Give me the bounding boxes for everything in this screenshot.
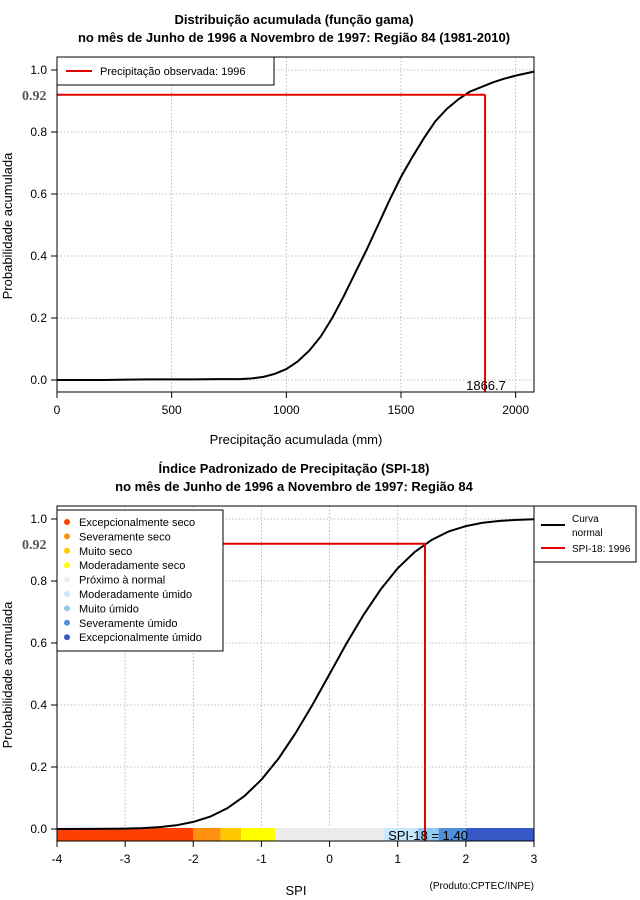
- chart2-category-legend-marker: [64, 547, 70, 554]
- chart2-category-legend-marker: [64, 619, 70, 626]
- chart2-x-tick-label: -2: [188, 852, 199, 866]
- chart1-observed-value-label: 1866.7: [466, 378, 506, 393]
- chart2-category-legend-label: Moderadamente seco: [79, 560, 185, 572]
- chart2-normal-curve-line: [56, 518, 535, 830]
- chart2-color-bar-segment: [465, 828, 534, 841]
- chart2-category-legend-marker: [64, 576, 70, 583]
- chart2-category-legend-marker: [64, 519, 70, 525]
- chart1-x-tick-label: 500: [162, 403, 182, 417]
- chart1-y-tick-label: 1.0: [30, 63, 47, 77]
- chart2-color-bar-segment: [220, 828, 241, 841]
- chart1-x-tick-label: 0: [54, 403, 61, 417]
- chart1-ticks: 0 500 1000 1500 2000 0.0 0.2 0.4 0.6 0.8 1.0: [30, 63, 529, 417]
- chart2-y-tick-label: 0.6: [30, 636, 47, 650]
- chart2-x-tick-label: -3: [120, 852, 131, 866]
- chart2-category-legend-label: Próximo à normal: [79, 575, 165, 587]
- chart2-color-bar-segment: [240, 828, 276, 841]
- chart2-x-tick-label: 3: [531, 852, 538, 866]
- chart2-category-legend-label: Muito úmido: [79, 603, 139, 615]
- chart2-x-tick-label: -4: [52, 852, 63, 866]
- chart1-cdf-line: [57, 70, 535, 381]
- chart1-y-axis-label: Probabilidade acumulada: [0, 152, 15, 299]
- chart1-y-tick-label: 0.8: [30, 125, 47, 139]
- chart2-category-legend-marker: [64, 533, 70, 540]
- chart2-color-bar-segment: [57, 828, 194, 841]
- chart2-y-tick-label: 0.0: [30, 822, 47, 836]
- chart2-y-tick-label: 0.8: [30, 574, 47, 588]
- chart1-y-tick-label: 0.0: [30, 373, 47, 387]
- chart1-title-line2: no mês de Junho de 1996 a Novembro de 19…: [78, 30, 510, 45]
- chart1-legend-box: [56, 56, 275, 86]
- chart1-observed-lines: [57, 93, 487, 392]
- chart2-category-legend-label: Excepcionalmente seco: [79, 517, 195, 529]
- chart2-observed-prob-label: 0.92: [22, 538, 47, 553]
- chart1-x-tick-label: 1000: [273, 403, 300, 417]
- chart1-plot-frame: [56, 56, 535, 393]
- chart2-y-tick-label: 1.0: [30, 512, 47, 526]
- chart1-legend-label: Precipitação observada: 1996: [100, 66, 246, 78]
- chart2-footer-credit: (Produto:CPTEC/INPE): [430, 881, 534, 892]
- chart2-spi-value-label: SPI-18 = 1.40: [388, 828, 468, 843]
- chart2-color-bar-segment: [384, 828, 419, 841]
- chart1-title-line1: Distribuição acumulada (função gama): [174, 12, 413, 27]
- chart2-category-legend-marker: [64, 562, 70, 569]
- chart2-color-bar-segment: [438, 828, 466, 841]
- chart2-category-legend-box: [56, 509, 224, 652]
- chart2-category-legend-label: Muito seco: [79, 546, 132, 558]
- chart2-color-bar-segment: [418, 828, 439, 841]
- chart2-legend-curve-label-2: normal: [572, 528, 603, 539]
- chart2-ticks: -4 -3 -2 -1 0 1 2 3 0.0 0.2 0.4 0.6 0.8 1.0: [30, 512, 537, 866]
- chart1-legend: Precipitação observada: 1996: [56, 56, 275, 86]
- chart2-category-legend-label: Excepcionalmente úmido: [79, 632, 202, 644]
- chart2-legend-curve-label-1: Curva: [572, 514, 599, 525]
- chart2-title-line1: Índice Padronizado de Precipitação (SPI-…: [159, 461, 430, 476]
- chart2-category-legend-label: Moderadamente úmido: [79, 589, 192, 601]
- chart2-category-legend-label: Severamente seco: [79, 531, 171, 543]
- chart2-right-legend-box: [533, 505, 637, 563]
- chart2-y-tick-label: 0.2: [30, 760, 47, 774]
- chart2-x-tick-label: 2: [463, 852, 470, 866]
- chart2-plot-frame: [56, 505, 535, 842]
- chart2-legend-spi-label: SPI-18: 1996: [572, 544, 631, 555]
- chart2-category-legend: Excepcionalmente seco Severamente seco Mui…: [56, 509, 224, 652]
- chart2-y-axis-label: Probabilidade acumulada: [0, 601, 15, 748]
- chart2-x-tick-label: -1: [256, 852, 267, 866]
- chart2-x-axis-label: SPI: [286, 883, 307, 898]
- chart1-y-tick-label: 0.4: [30, 249, 47, 263]
- chart1-grid: [56, 57, 534, 392]
- chart1-y-tick-label: 0.2: [30, 311, 47, 325]
- chart2-x-tick-label: 1: [394, 852, 401, 866]
- chart2-category-legend-marker: [64, 591, 70, 597]
- chart2-title-line2: no mês de Junho de 1996 a Novembro de 19…: [115, 479, 473, 494]
- chart2-right-legend: Curva normal SPI-18: 1996: [533, 505, 637, 563]
- chart2-category-legend-label: Severamente úmido: [79, 618, 177, 630]
- chart2-color-bar-segment: [275, 828, 385, 841]
- chart1: Distribuição acumulada (função gama) no …: [0, 12, 535, 447]
- chart2-category-legend-marker: [64, 634, 70, 641]
- chart2-category-color-bar: [57, 828, 534, 841]
- chart2-category-legend-marker: [64, 605, 70, 612]
- chart1-observed-prob-label: 0.92: [22, 89, 47, 104]
- chart2-color-bar-segment: [193, 828, 221, 841]
- chart1-x-tick-label: 2000: [502, 403, 529, 417]
- chart1-x-tick-label: 1500: [388, 403, 415, 417]
- chart1-x-axis-label: Precipitação acumulada (mm): [210, 432, 383, 447]
- chart2-x-tick-label: 0: [326, 852, 333, 866]
- chart1-y-tick-label: 0.6: [30, 187, 47, 201]
- chart2-y-tick-label: 0.4: [30, 698, 47, 712]
- chart2: Índice Padronizado de Precipitação (SPI-…: [0, 461, 637, 898]
